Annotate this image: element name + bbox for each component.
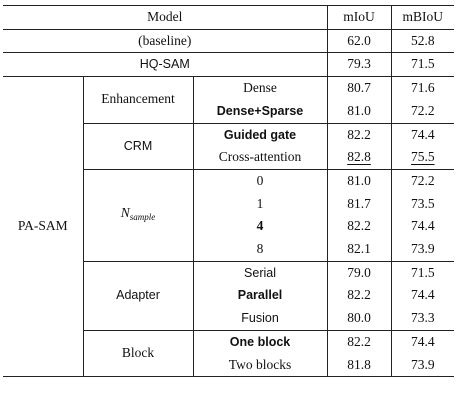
mbiou-cell: 74.4 <box>410 333 435 349</box>
table-row: Nsample 0 81.0 72.2 <box>3 169 454 262</box>
group-label-block: Block <box>83 330 194 378</box>
ablation-results-table: Model mIoU mBIoU (baseline) 62.0 52.8 HQ… <box>3 5 455 378</box>
header-model: Model <box>3 5 328 30</box>
variant-guided-gate: Guided gate <box>193 123 328 147</box>
mbiou-cell: 71.6 <box>410 80 435 96</box>
underlined-value: 75.5 <box>410 149 435 165</box>
group-label-enhancement: Enhancement <box>83 76 194 124</box>
miou-cell: 81.8 <box>327 353 392 378</box>
header-miou: mIoU <box>327 5 392 30</box>
hqsam-label: HQ-SAM <box>3 52 328 78</box>
table-row: Cross-attention 82.8 75.5 <box>3 146 455 170</box>
mbiou-cell: 71.5 <box>410 264 435 280</box>
variant-cross-attention: Cross-attention <box>193 146 328 170</box>
table-row: Adapter Serial 79.0 71.5 <box>3 261 454 331</box>
baseline-mbiou: 52.8 <box>391 29 455 54</box>
variant-serial: Serial <box>193 261 328 285</box>
miou-cell: 80.0 <box>327 307 392 331</box>
miou-cell: 82.2 <box>327 284 392 308</box>
miou-cell: 80.7 <box>327 76 392 100</box>
mbiou-cell: 74.4 <box>410 287 435 303</box>
variant-fusion: Fusion <box>193 307 328 331</box>
variant-n8: 8 <box>193 238 328 262</box>
table-row: HQ-SAM 79.3 71.5 <box>3 52 455 78</box>
miou-cell: 82.1 <box>327 238 392 262</box>
table-row: 1 81.7 73.5 <box>3 192 454 216</box>
table-row: PA-SAM Enhancement Dense 80.7 71.6 <box>3 76 454 378</box>
mbiou-cell: 72.2 <box>410 172 435 188</box>
mbiou-cell: 73.9 <box>391 353 455 378</box>
table-row: Parallel 82.2 74.4 <box>3 284 454 308</box>
miou-cell: 81.7 <box>327 192 392 216</box>
table-row: Block One block 82.2 74.4 <box>3 330 454 378</box>
hqsam-mbiou: 71.5 <box>391 52 455 78</box>
mbiou-cell: 74.4 <box>410 218 435 234</box>
baseline-label: (baseline) <box>3 29 328 54</box>
miou-cell-best: 82.8 <box>327 146 392 170</box>
miou-cell: 81.0 <box>327 169 392 193</box>
group-label-adapter: Adapter <box>83 261 194 331</box>
miou-cell: 82.2 <box>327 215 392 239</box>
pasam-label: PA-SAM <box>3 76 84 378</box>
results-table-container: Model mIoU mBIoU (baseline) 62.0 52.8 HQ… <box>3 5 455 378</box>
mbiou-cell: 74.4 <box>410 126 435 142</box>
variant-dense-sparse: Dense+Sparse <box>193 99 328 124</box>
table-row: Two blocks 81.8 73.9 <box>3 353 455 378</box>
group-label-crm: CRM <box>83 123 194 170</box>
variant-dense: Dense <box>193 76 328 100</box>
variant-n1: 1 <box>193 192 328 216</box>
underlined-value: 82.8 <box>347 149 371 165</box>
table-row: CRM Guided gate 82.2 74.4 <box>3 123 454 170</box>
table-row: Fusion 80.0 73.3 <box>3 307 455 331</box>
table-row: 8 82.1 73.9 <box>3 238 455 262</box>
variant-one-block: One block <box>193 330 328 354</box>
header-row: Model mIoU mBIoU <box>3 5 455 30</box>
group-label-nsample: Nsample <box>83 169 194 262</box>
variant-two-blocks: Two blocks <box>193 353 328 378</box>
miou-cell: 82.2 <box>327 330 392 354</box>
header-mbiou: mBIoU <box>391 5 455 30</box>
table-row: 4 82.2 74.4 <box>3 215 454 239</box>
mbiou-cell: 72.2 <box>391 99 455 124</box>
nsample-sub: sample <box>129 211 156 222</box>
mbiou-cell: 73.9 <box>391 238 455 262</box>
miou-cell: 81.0 <box>327 99 392 124</box>
table-row: (baseline) 62.0 52.8 <box>3 29 455 54</box>
variant-n0: 0 <box>193 169 328 193</box>
mbiou-cell-best: 75.5 <box>391 146 455 170</box>
mbiou-cell: 73.3 <box>391 307 455 331</box>
mbiou-cell: 73.5 <box>410 195 435 211</box>
table-row: Dense+Sparse 81.0 72.2 <box>3 99 455 124</box>
miou-cell: 79.0 <box>327 261 392 285</box>
nsample-main: N <box>120 204 130 220</box>
hqsam-miou: 79.3 <box>327 52 392 78</box>
miou-cell: 82.2 <box>327 123 392 147</box>
variant-parallel: Parallel <box>193 284 328 308</box>
baseline-miou: 62.0 <box>327 29 392 54</box>
variant-n4: 4 <box>193 215 328 239</box>
